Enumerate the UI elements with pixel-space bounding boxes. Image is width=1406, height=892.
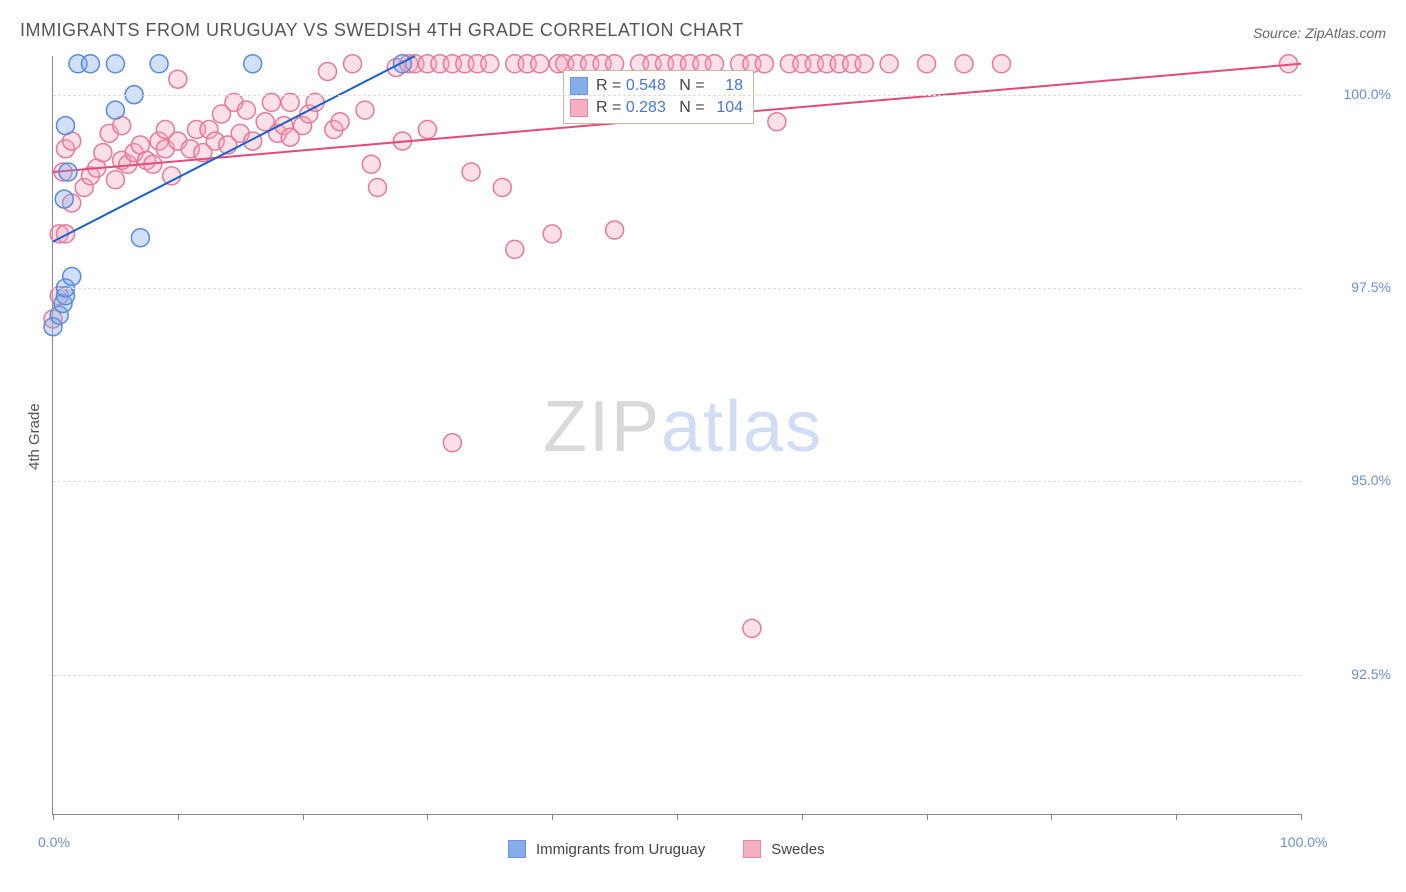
correlation-legend: R = 0.548 N = 18 R = 0.283 N xyxy=(563,70,754,124)
equals2: = xyxy=(695,77,709,94)
point-swedes xyxy=(94,144,112,162)
point-swedes xyxy=(56,225,74,243)
x-tick xyxy=(1301,814,1302,820)
gridline xyxy=(53,675,1301,676)
y-tick-label: 100.0% xyxy=(1311,86,1391,102)
point-swedes xyxy=(368,178,386,196)
point-swedes xyxy=(106,171,124,189)
point-swedes xyxy=(880,55,898,73)
x-tick xyxy=(927,814,928,820)
point-uruguay xyxy=(63,267,81,285)
x-tick xyxy=(802,814,803,820)
spacer xyxy=(670,77,679,94)
legend-row-swedes: R = 0.283 N = 104 xyxy=(570,97,743,119)
point-swedes xyxy=(462,163,480,181)
chart-container: IMMIGRANTS FROM URUGUAY VS SWEDISH 4TH G… xyxy=(0,0,1406,892)
point-swedes xyxy=(955,55,973,73)
n-label2: N xyxy=(679,99,691,116)
bottom-swatch-swedes xyxy=(743,840,761,858)
x-tick xyxy=(1176,814,1177,820)
chart-svg xyxy=(53,56,1301,814)
x-tick xyxy=(552,814,553,820)
bottom-label-uruguay: Immigrants from Uruguay xyxy=(536,841,705,858)
point-uruguay xyxy=(56,117,74,135)
point-uruguay xyxy=(131,229,149,247)
point-swedes xyxy=(992,55,1010,73)
bottom-label-swedes: Swedes xyxy=(771,841,824,858)
point-swedes xyxy=(443,434,461,452)
legend-text-uruguay: R = 0.548 N = 18 xyxy=(596,77,743,95)
y-axis-label: 4th Grade xyxy=(26,403,43,470)
point-uruguay xyxy=(106,101,124,119)
point-swedes xyxy=(506,240,524,258)
swatch-swedes xyxy=(570,99,588,117)
legend-text-swedes: R = 0.283 N = 104 xyxy=(596,99,743,117)
point-swedes xyxy=(918,55,936,73)
point-swedes xyxy=(531,55,549,73)
gridline xyxy=(53,288,1301,289)
point-uruguay xyxy=(393,55,411,73)
point-swedes xyxy=(481,55,499,73)
y-tick-label: 92.5% xyxy=(1311,666,1391,682)
x-tick xyxy=(1051,814,1052,820)
equals4: = xyxy=(695,99,709,116)
point-swedes xyxy=(418,120,436,138)
source-label: Source: ZipAtlas.com xyxy=(1253,25,1386,41)
equals: = xyxy=(612,77,626,94)
point-swedes xyxy=(855,55,873,73)
point-swedes xyxy=(543,225,561,243)
x-tick xyxy=(677,814,678,820)
point-uruguay xyxy=(59,163,77,181)
bottom-swatch-uruguay xyxy=(508,840,526,858)
y-tick-label: 95.0% xyxy=(1311,472,1391,488)
point-swedes xyxy=(262,93,280,111)
x-max-label: 100.0% xyxy=(1280,834,1327,850)
chart-title: IMMIGRANTS FROM URUGUAY VS SWEDISH 4TH G… xyxy=(20,20,744,41)
point-uruguay xyxy=(150,55,168,73)
equals3: = xyxy=(612,99,626,116)
n-value-uruguay: 18 xyxy=(709,77,743,95)
plot-area: ZIPatlas R = 0.548 N = 18 R xyxy=(52,56,1301,815)
point-swedes xyxy=(319,62,337,80)
x-tick xyxy=(427,814,428,820)
point-uruguay xyxy=(244,55,262,73)
x-tick xyxy=(53,814,54,820)
r-label: R xyxy=(596,77,608,94)
r-value-uruguay: 0.548 xyxy=(626,77,666,94)
point-swedes xyxy=(169,70,187,88)
point-uruguay xyxy=(81,55,99,73)
x-tick xyxy=(178,814,179,820)
gridline xyxy=(53,95,1301,96)
point-swedes xyxy=(281,93,299,111)
point-swedes xyxy=(331,113,349,131)
point-swedes xyxy=(356,101,374,119)
point-swedes xyxy=(344,55,362,73)
point-swedes xyxy=(768,113,786,131)
r-label2: R xyxy=(596,99,608,116)
r-value-swedes: 0.283 xyxy=(626,99,666,116)
x-tick xyxy=(303,814,304,820)
point-uruguay xyxy=(106,55,124,73)
point-swedes xyxy=(237,101,255,119)
series-legend: Immigrants from Uruguay Swedes xyxy=(508,840,825,858)
y-tick-label: 97.5% xyxy=(1311,279,1391,295)
point-swedes xyxy=(306,93,324,111)
x-min-label: 0.0% xyxy=(38,834,70,850)
point-uruguay xyxy=(55,190,73,208)
point-swedes xyxy=(606,221,624,239)
n-value-swedes: 104 xyxy=(709,99,743,117)
spacer2 xyxy=(670,99,679,116)
point-swedes xyxy=(244,132,262,150)
point-swedes xyxy=(163,167,181,185)
point-swedes xyxy=(743,619,761,637)
point-swedes xyxy=(755,55,773,73)
gridline xyxy=(53,481,1301,482)
n-label: N xyxy=(679,77,691,94)
point-swedes xyxy=(362,155,380,173)
swatch-uruguay xyxy=(570,77,588,95)
point-swedes xyxy=(493,178,511,196)
